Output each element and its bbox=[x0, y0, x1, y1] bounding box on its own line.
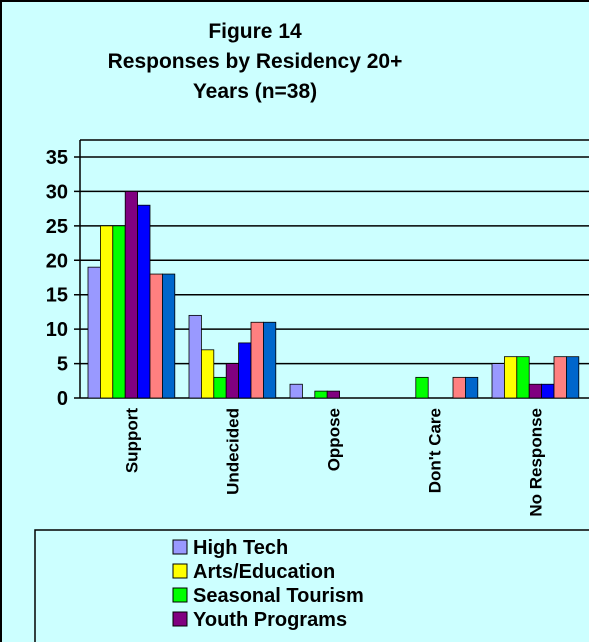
bar bbox=[149, 273, 163, 399]
bar bbox=[491, 363, 505, 399]
y-tick-label: 5 bbox=[57, 354, 68, 376]
bar bbox=[200, 349, 215, 399]
bar bbox=[415, 376, 429, 399]
bar bbox=[553, 356, 567, 399]
y-tick-label: 35 bbox=[46, 147, 68, 169]
chart-title: Years (n=38) bbox=[193, 80, 317, 103]
bar bbox=[326, 390, 341, 399]
y-tick-label: 0 bbox=[57, 388, 68, 410]
bar bbox=[124, 191, 138, 399]
bar bbox=[161, 273, 176, 399]
legend-label: Seasonal Tourism bbox=[193, 585, 364, 607]
bar bbox=[250, 321, 264, 399]
legend-label: Arts/Education bbox=[193, 561, 335, 583]
bar bbox=[289, 383, 303, 399]
x-tick-label: Support bbox=[122, 408, 141, 473]
legend-box bbox=[34, 529, 589, 642]
legend-label: Youth Programs bbox=[193, 609, 347, 631]
bar bbox=[87, 266, 101, 399]
y-tick-label: 25 bbox=[46, 216, 68, 238]
bar bbox=[100, 225, 114, 399]
bar bbox=[188, 314, 202, 399]
bar bbox=[213, 376, 227, 399]
bar bbox=[225, 363, 239, 399]
y-tick-label: 20 bbox=[46, 250, 68, 272]
bar bbox=[112, 225, 126, 399]
legend-swatch bbox=[172, 539, 188, 555]
y-tick-label: 30 bbox=[46, 181, 68, 203]
bar bbox=[516, 356, 530, 399]
bar bbox=[238, 342, 252, 399]
x-tick-label: Undecided bbox=[223, 408, 242, 495]
legend-swatch bbox=[172, 563, 188, 579]
legend-label: High Tech bbox=[193, 537, 288, 559]
bar bbox=[262, 321, 277, 399]
bar bbox=[541, 383, 555, 399]
x-tick-label: Oppose bbox=[324, 408, 343, 471]
bar bbox=[528, 383, 543, 399]
chart-title: Figure 14 bbox=[208, 20, 302, 43]
bar bbox=[452, 376, 466, 399]
bar bbox=[137, 204, 151, 399]
bar bbox=[314, 390, 328, 399]
x-tick-label: No Response bbox=[526, 408, 545, 517]
bar bbox=[566, 356, 580, 399]
bar bbox=[503, 356, 518, 399]
legend-swatch bbox=[172, 587, 188, 603]
chart-title: Responses by Residency 20+ bbox=[108, 50, 403, 73]
bar bbox=[464, 376, 479, 399]
y-tick-label: 15 bbox=[46, 285, 68, 307]
x-tick-label: Don't Care bbox=[425, 408, 444, 493]
legend-swatch bbox=[172, 611, 188, 627]
y-tick-label: 10 bbox=[46, 319, 68, 341]
